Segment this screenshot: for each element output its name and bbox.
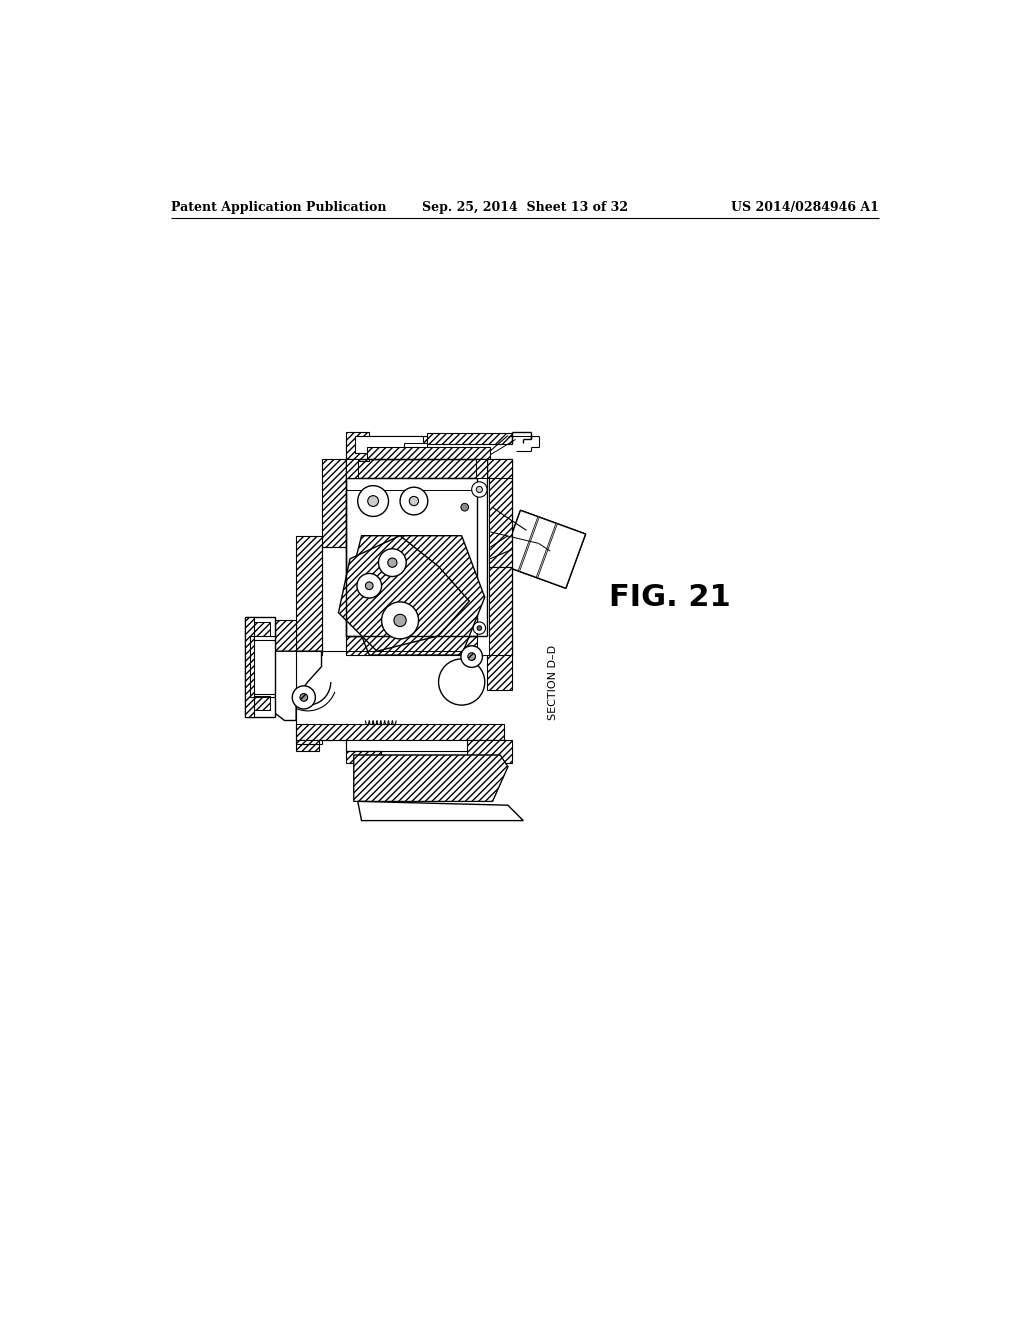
Bar (477, 478, 488, 655)
Circle shape (368, 496, 379, 507)
Circle shape (382, 602, 419, 639)
Bar (346, 751, 381, 763)
Bar (490, 459, 512, 667)
Polygon shape (245, 616, 254, 717)
Text: Patent Application Publication: Patent Application Publication (171, 201, 386, 214)
Bar (355, 436, 423, 453)
Bar (346, 432, 370, 461)
Circle shape (472, 482, 487, 498)
Bar (346, 739, 504, 751)
Bar (250, 696, 270, 710)
Polygon shape (357, 801, 523, 821)
Bar (296, 725, 504, 739)
Bar (346, 459, 357, 478)
Circle shape (379, 549, 407, 577)
Bar (518, 516, 540, 572)
Circle shape (300, 693, 307, 701)
Circle shape (400, 487, 428, 515)
Bar (322, 459, 346, 548)
Bar (487, 566, 512, 689)
Bar (245, 616, 275, 717)
Circle shape (292, 686, 315, 709)
Circle shape (451, 494, 478, 521)
Circle shape (388, 558, 397, 568)
Polygon shape (354, 755, 508, 801)
Bar (346, 436, 427, 459)
Polygon shape (346, 536, 484, 655)
Bar (403, 444, 427, 453)
Text: US 2014/0284946 A1: US 2014/0284946 A1 (731, 201, 879, 214)
Circle shape (477, 626, 481, 631)
Circle shape (410, 496, 419, 506)
Bar (296, 739, 319, 751)
Text: SECTION D–D: SECTION D–D (548, 644, 557, 719)
Polygon shape (339, 536, 469, 651)
Text: Sep. 25, 2014  Sheet 13 of 32: Sep. 25, 2014 Sheet 13 of 32 (422, 201, 628, 214)
Circle shape (366, 582, 373, 590)
Circle shape (468, 653, 475, 660)
Bar (501, 511, 586, 589)
Circle shape (461, 645, 482, 668)
Bar (427, 433, 512, 444)
Circle shape (461, 503, 469, 511)
Bar (346, 459, 512, 478)
Circle shape (438, 659, 484, 705)
Bar (467, 739, 512, 763)
Bar (274, 620, 296, 678)
Text: FIG. 21: FIG. 21 (608, 583, 730, 611)
Bar (501, 511, 586, 589)
Circle shape (476, 486, 482, 492)
Circle shape (357, 573, 382, 598)
Circle shape (357, 486, 388, 516)
Bar (346, 636, 512, 655)
Polygon shape (274, 651, 322, 721)
Bar (296, 536, 322, 655)
Bar (250, 622, 270, 636)
Circle shape (473, 622, 485, 635)
Bar (537, 523, 557, 578)
Bar (346, 478, 477, 636)
Bar (367, 447, 490, 459)
Bar (475, 459, 487, 478)
Circle shape (394, 614, 407, 627)
Bar (487, 459, 512, 566)
Polygon shape (354, 755, 508, 801)
